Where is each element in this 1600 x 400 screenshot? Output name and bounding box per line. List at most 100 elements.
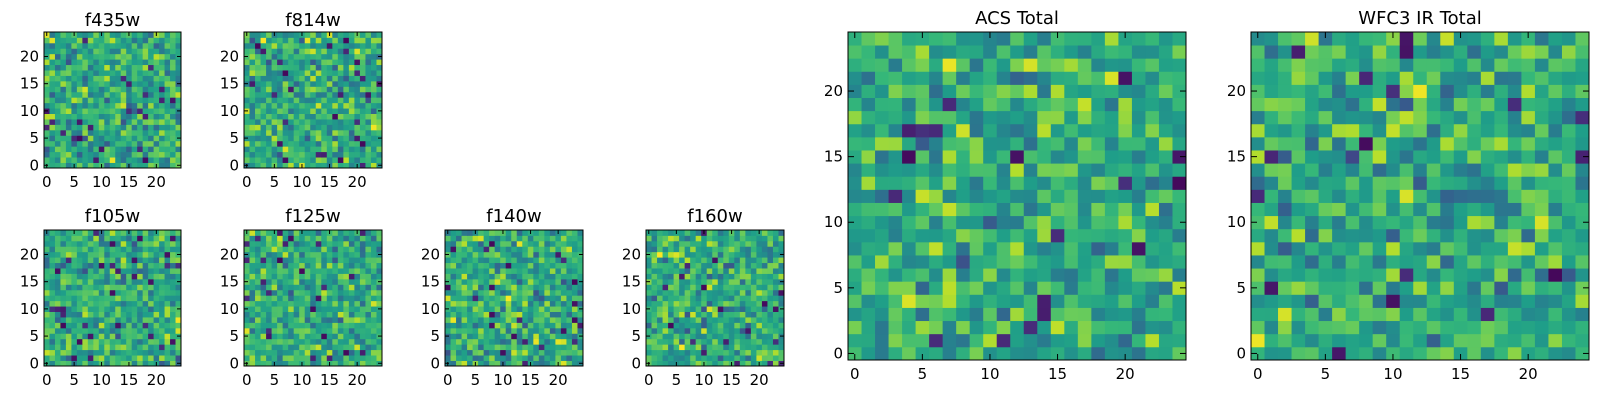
heatmap-cell bbox=[370, 317, 377, 323]
heatmap-cell bbox=[255, 289, 261, 296]
heatmap-cell bbox=[142, 338, 149, 345]
heatmap-cell bbox=[538, 257, 545, 264]
heatmap-cell bbox=[126, 119, 133, 125]
heatmap-cell bbox=[1561, 241, 1576, 256]
heatmap-cell bbox=[365, 355, 372, 361]
heatmap-cell bbox=[159, 349, 165, 356]
heatmap-cell bbox=[956, 320, 971, 335]
heatmap-cell bbox=[1291, 281, 1306, 295]
heatmap-cell bbox=[159, 344, 165, 351]
heatmap-cell bbox=[756, 311, 763, 318]
heatmap-cell bbox=[734, 322, 741, 329]
heatmap-cell bbox=[370, 162, 377, 169]
heatmap-cell bbox=[734, 268, 741, 274]
heatmap-cell bbox=[1561, 189, 1576, 203]
heatmap-cell bbox=[131, 344, 138, 351]
heatmap-cell bbox=[1480, 333, 1495, 348]
heatmap-cell bbox=[706, 338, 713, 345]
heatmap-cell bbox=[164, 53, 171, 60]
heatmap-cell bbox=[266, 284, 272, 291]
heatmap-cell bbox=[321, 273, 328, 280]
heatmap-cell bbox=[60, 273, 67, 280]
heatmap-cell bbox=[494, 344, 501, 351]
heatmap-cell bbox=[299, 262, 306, 269]
y-tick-label: 5 bbox=[229, 129, 239, 147]
heatmap-cell bbox=[1507, 255, 1522, 269]
heatmap-cell bbox=[332, 278, 339, 285]
heatmap-cell bbox=[71, 295, 78, 302]
heatmap-cell bbox=[1291, 268, 1306, 282]
heatmap-cell bbox=[49, 32, 56, 38]
heatmap-cell bbox=[164, 289, 171, 296]
heatmap-cell bbox=[244, 113, 250, 120]
heatmap-cell bbox=[159, 262, 165, 269]
heatmap-cell bbox=[299, 146, 306, 153]
x-tick-label: 15 bbox=[119, 371, 138, 389]
heatmap-cell bbox=[49, 151, 56, 158]
heatmap-cell bbox=[310, 32, 317, 38]
heatmap-cell bbox=[153, 157, 160, 163]
heatmap-cell bbox=[321, 295, 328, 302]
heatmap-cell bbox=[159, 151, 165, 158]
heatmap-cell bbox=[527, 284, 534, 291]
heatmap-cell bbox=[271, 349, 278, 356]
heatmap-cell bbox=[288, 278, 295, 285]
heatmap-cell bbox=[249, 251, 256, 258]
heatmap-cell bbox=[706, 333, 713, 340]
heatmap-cell bbox=[772, 333, 779, 340]
heatmap-cell bbox=[1037, 215, 1052, 230]
heatmap-cell bbox=[44, 289, 50, 296]
heatmap-cell bbox=[1467, 228, 1482, 243]
heatmap-cell bbox=[750, 295, 757, 302]
heatmap-cell bbox=[1131, 255, 1146, 269]
heatmap-cell bbox=[969, 150, 984, 164]
heatmap-cell bbox=[109, 344, 116, 351]
heatmap-cell bbox=[310, 157, 317, 163]
heatmap-cell bbox=[1064, 110, 1079, 125]
heatmap-cell bbox=[65, 355, 72, 361]
heatmap-cell bbox=[549, 355, 556, 361]
heatmap-cell bbox=[304, 102, 311, 109]
heatmap-cell bbox=[1521, 241, 1536, 256]
heatmap-cell bbox=[942, 176, 957, 190]
heatmap-cell bbox=[170, 284, 176, 291]
heatmap-cell bbox=[343, 64, 350, 71]
heatmap-cell bbox=[706, 300, 713, 307]
heatmap-cell bbox=[848, 58, 862, 72]
heatmap-cell bbox=[996, 202, 1011, 217]
heatmap-cell bbox=[915, 150, 930, 164]
heatmap-cell bbox=[49, 317, 56, 323]
heatmap-cell bbox=[679, 306, 686, 312]
heatmap-cell bbox=[164, 129, 171, 136]
heatmap-cell bbox=[299, 246, 306, 253]
heatmap-cell bbox=[109, 338, 116, 345]
heatmap-cell bbox=[673, 338, 680, 345]
heatmap-cell bbox=[969, 320, 984, 335]
heatmap-cell bbox=[1037, 110, 1052, 125]
heatmap-cell bbox=[126, 64, 133, 71]
heatmap-cell bbox=[288, 80, 295, 87]
heatmap-cell bbox=[1172, 71, 1187, 85]
heatmap-cell bbox=[1037, 97, 1052, 112]
heatmap-cell bbox=[109, 278, 116, 285]
heatmap-cell bbox=[1534, 189, 1549, 203]
heatmap-cell bbox=[370, 355, 377, 361]
heatmap-cell bbox=[761, 246, 768, 253]
heatmap-cell bbox=[1575, 333, 1590, 348]
heatmap-cell bbox=[1440, 176, 1455, 190]
heatmap-cell bbox=[701, 273, 708, 280]
heatmap-cell bbox=[54, 322, 61, 329]
heatmap-cell bbox=[555, 344, 562, 351]
heatmap-cell bbox=[76, 246, 83, 253]
heatmap-cell bbox=[365, 48, 372, 55]
heatmap-cell bbox=[467, 257, 473, 264]
heatmap-cell bbox=[646, 262, 652, 269]
heatmap-cell bbox=[354, 251, 361, 258]
heatmap-cell bbox=[478, 251, 485, 258]
heatmap-cell bbox=[712, 235, 719, 242]
heatmap-cell bbox=[159, 157, 165, 163]
heatmap-cell bbox=[445, 300, 451, 307]
heatmap-cell bbox=[1077, 333, 1092, 348]
heatmap-cell bbox=[668, 322, 674, 329]
